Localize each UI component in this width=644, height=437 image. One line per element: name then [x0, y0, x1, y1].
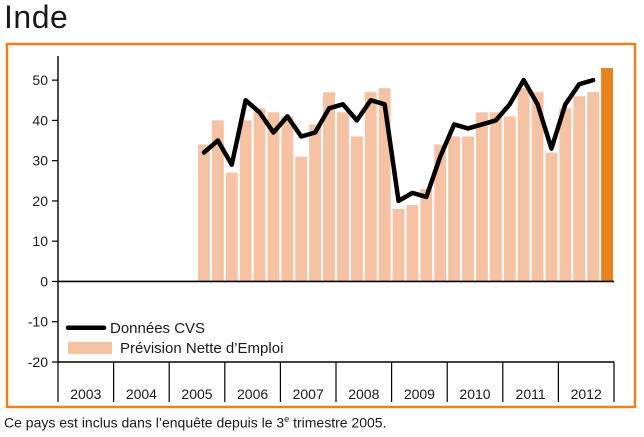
bar-net-employment-outlook — [350, 136, 363, 282]
line-seasonally-adjusted — [201, 77, 596, 204]
x-tick-label: 2010 — [459, 386, 490, 402]
footnote-superscript: e — [284, 414, 290, 424]
bar-net-employment-outlook — [573, 96, 586, 282]
bar-net-employment-outlook — [378, 88, 391, 282]
x-tick-label: 2011 — [516, 386, 546, 402]
bar-net-employment-outlook — [225, 172, 238, 282]
x-tick-label: 2003 — [70, 386, 101, 402]
bar-net-employment-outlook — [462, 136, 474, 282]
bar-net-employment-outlook — [559, 108, 572, 282]
legend-bar-swatch — [68, 341, 112, 354]
footnote: Ce pays est inclus dans l’enquête depuis… — [4, 414, 386, 431]
bar-net-employment-outlook — [295, 156, 308, 282]
bar-latest-quarter — [601, 68, 613, 282]
bar-net-employment-outlook — [406, 204, 419, 282]
bar-net-employment-outlook — [489, 112, 502, 282]
x-tick-label: 2012 — [571, 386, 602, 402]
footnote-text-end: trimestre 2005. — [289, 414, 387, 431]
legend-label-cvs: Données CVS — [110, 320, 205, 337]
bar-net-employment-outlook — [531, 92, 544, 282]
bar-net-employment-outlook — [364, 92, 377, 282]
chart-title: Inde — [4, 0, 69, 35]
bar-net-employment-outlook — [253, 108, 266, 282]
y-tick-label: -10 — [28, 314, 48, 330]
y-tick-label: 0 — [40, 273, 48, 289]
bar-net-employment-outlook — [239, 120, 252, 282]
x-tick-label: 2006 — [237, 386, 268, 402]
bar-net-employment-outlook — [267, 112, 280, 282]
y-tick-label: 10 — [32, 233, 48, 249]
bar-net-employment-outlook — [211, 120, 224, 282]
legend-label-neo: Prévision Nette d’Emploi — [120, 340, 283, 357]
bar-net-employment-outlook — [503, 116, 516, 282]
y-tick-label: -20 — [28, 354, 48, 370]
y-tick-label: 40 — [32, 112, 48, 128]
bar-net-employment-outlook — [392, 208, 405, 282]
bar-net-employment-outlook — [517, 88, 530, 282]
x-tick-label: 2005 — [181, 386, 212, 402]
x-tick-label: 2007 — [293, 386, 324, 402]
bar-net-employment-outlook — [323, 92, 335, 282]
x-tick-label: 2009 — [404, 386, 435, 402]
bar-net-employment-outlook — [420, 188, 433, 282]
y-tick-label: 20 — [32, 193, 48, 209]
x-tick-label: 2004 — [126, 386, 157, 402]
bar-net-employment-outlook — [281, 116, 294, 282]
bar-net-employment-outlook — [337, 112, 349, 282]
bar-net-employment-outlook — [587, 92, 600, 282]
y-tick-label: 30 — [32, 153, 48, 169]
bar-net-employment-outlook — [309, 124, 322, 282]
bar-net-employment-outlook — [476, 112, 488, 282]
bar-net-employment-outlook — [198, 144, 210, 282]
bar-net-employment-outlook — [545, 152, 558, 282]
bar-net-employment-outlook — [434, 144, 447, 282]
x-tick-label: 2008 — [348, 386, 379, 402]
y-tick-label: 50 — [32, 72, 48, 88]
bar-net-employment-outlook — [448, 136, 461, 282]
footnote-text: Ce pays est inclus dans l’enquête depuis… — [4, 414, 285, 431]
